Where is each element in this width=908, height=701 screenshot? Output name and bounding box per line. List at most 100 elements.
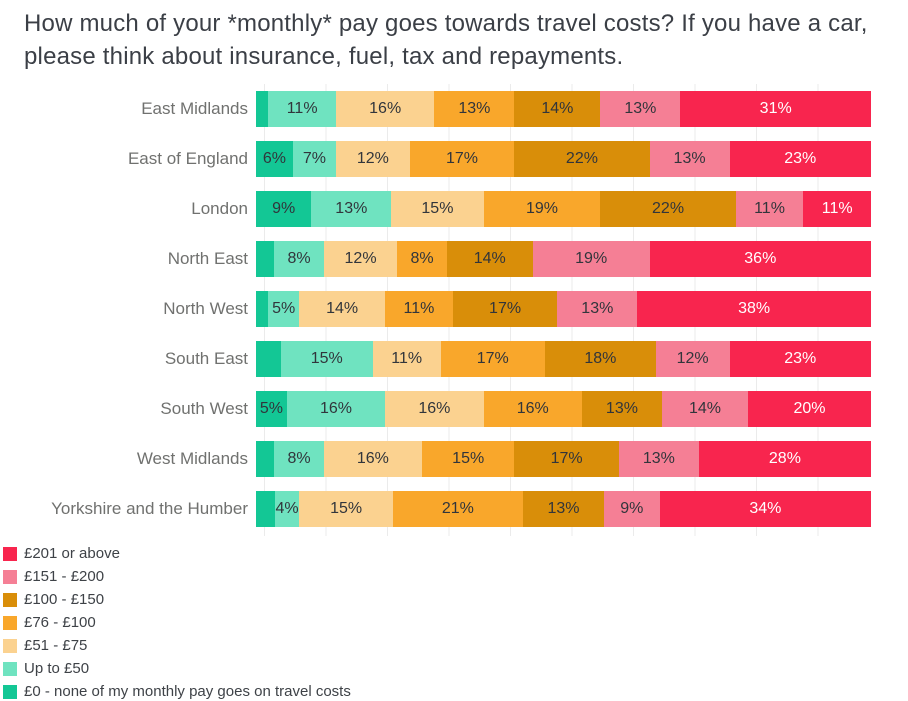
bar-segment[interactable]: 5% xyxy=(256,390,287,427)
bar-segment[interactable]: 11% xyxy=(735,190,804,227)
bar-segment[interactable]: 11% xyxy=(372,340,441,377)
bar-segment[interactable]: 13% xyxy=(618,440,699,477)
legend-item[interactable]: £76 - £100 xyxy=(3,612,908,634)
bar-segment[interactable]: 13% xyxy=(557,290,638,327)
bar-segment[interactable]: 13% xyxy=(311,190,392,227)
row-bars: 8% 12% 8% 14% 19% 36% xyxy=(256,240,871,277)
legend-item[interactable]: £100 - £150 xyxy=(3,589,908,611)
bar-segment[interactable]: 16% xyxy=(323,440,423,477)
bar-segment[interactable]: 8% xyxy=(274,440,324,477)
chart-legend: £201 or above £151 - £200 £100 - £150 £76 -… xyxy=(3,543,908,701)
bar-segment[interactable]: 17% xyxy=(409,140,515,177)
bar-segment[interactable]: 16% xyxy=(483,390,582,427)
bar-segment[interactable]: 9% xyxy=(603,490,660,527)
bar-segment[interactable]: 19% xyxy=(483,190,601,227)
legend-swatch xyxy=(3,684,17,699)
bar-segment[interactable]: 17% xyxy=(514,440,619,477)
bar-segment[interactable]: 11% xyxy=(268,90,336,127)
bar-segment[interactable]: 11% xyxy=(803,190,871,227)
bar-segment[interactable]: 13% xyxy=(434,90,515,127)
bar-segment[interactable]: 11% xyxy=(385,290,453,327)
chart-title: How much of your *monthly* pay goes towa… xyxy=(24,10,868,70)
row-bars: 6% 7% 12% 17% 22% 13% 23% xyxy=(256,140,871,177)
bar-segment[interactable]: 9% xyxy=(256,190,312,227)
bar-segment[interactable]: 14% xyxy=(299,290,386,327)
bar-segment[interactable]: 13% xyxy=(600,90,681,127)
bar-segment[interactable]: 7% xyxy=(292,140,336,177)
bar-segment[interactable]: 8% xyxy=(397,240,447,277)
chart-row: South East 15% 11% 17% 18% 12% 23% xyxy=(0,340,908,377)
bar-segment[interactable] xyxy=(256,490,275,527)
chart-row: North East 8% 12% 8% 14% 19% 36% xyxy=(0,240,908,277)
bar-segment[interactable]: 31% xyxy=(680,90,872,127)
bar-segment[interactable]: 17% xyxy=(452,290,558,327)
row-label: Yorkshire and the Humber xyxy=(51,498,248,518)
bar-segment[interactable]: 15% xyxy=(280,340,373,377)
bar-segment[interactable]: 36% xyxy=(649,240,871,277)
bar-segment[interactable]: 4% xyxy=(274,490,300,527)
bar-segment[interactable]: 21% xyxy=(392,490,524,527)
row-label: North West xyxy=(163,298,248,318)
legend-item[interactable]: £201 or above xyxy=(3,543,908,565)
bar-segment[interactable] xyxy=(256,440,275,477)
bar-segment[interactable] xyxy=(256,340,281,377)
bar-segment[interactable]: 13% xyxy=(581,390,662,427)
bar-segment[interactable]: 20% xyxy=(748,390,872,427)
legend-item[interactable]: Up to £50 xyxy=(3,658,908,680)
chart-row: London 9% 13% 15% 19% 22% 11% 11% xyxy=(0,190,908,227)
bar-segment[interactable]: 14% xyxy=(446,240,533,277)
bar-segment[interactable]: 5% xyxy=(268,290,300,327)
bar-segment[interactable]: 28% xyxy=(698,440,872,477)
legend-item[interactable]: £0 - none of my monthly pay goes on trav… xyxy=(3,681,908,701)
chart-row: North West 5% 14% 11% 17% 13% 38% xyxy=(0,290,908,327)
chart-row: West Midlands 8% 16% 15% 17% 13% 28% xyxy=(0,440,908,477)
row-bars: 11% 16% 13% 14% 13% 31% xyxy=(256,90,872,127)
row-label: South West xyxy=(160,398,248,418)
row-label: North East xyxy=(167,248,248,268)
bar-segment[interactable]: 16% xyxy=(385,390,484,427)
row-label: London xyxy=(191,198,248,218)
bar-segment[interactable] xyxy=(256,290,269,327)
legend-item[interactable]: £51 - £75 xyxy=(3,635,908,657)
bar-segment[interactable]: 16% xyxy=(286,390,386,427)
bar-segment[interactable]: 19% xyxy=(532,240,650,277)
bar-segment[interactable]: 12% xyxy=(335,140,410,177)
bar-segment[interactable]: 23% xyxy=(729,340,871,377)
bar-segment[interactable]: 38% xyxy=(637,290,871,327)
bar-segment[interactable]: 34% xyxy=(659,490,871,527)
bar-segment[interactable]: 13% xyxy=(523,490,604,527)
bar-segment[interactable]: 16% xyxy=(335,90,435,127)
bar-segment[interactable]: 18% xyxy=(545,340,656,377)
bar-segment[interactable] xyxy=(256,90,269,127)
legend-label: £76 - £100 xyxy=(24,614,96,632)
row-label: East of England xyxy=(127,148,248,168)
row-bars: 15% 11% 17% 18% 12% 23% xyxy=(256,340,871,377)
chart-row: East of England 6% 7% 12% 17% 22% 13% 23% xyxy=(0,140,908,177)
bar-segment[interactable]: 17% xyxy=(440,340,546,377)
row-bars: 4% 15% 21% 13% 9% 34% xyxy=(256,490,871,527)
chart-rows: East Midlands 11% 16% 13% 14% 13% 31% East of E… xyxy=(0,90,908,527)
legend-item[interactable]: £151 - £200 xyxy=(3,566,908,588)
bar-segment[interactable]: 14% xyxy=(514,90,601,127)
bar-segment[interactable]: 22% xyxy=(514,140,650,177)
bar-segment[interactable]: 15% xyxy=(391,190,484,227)
legend-swatch xyxy=(3,569,17,584)
bar-segment[interactable]: 14% xyxy=(661,390,749,427)
bar-segment[interactable]: 8% xyxy=(274,240,324,277)
bar-segment[interactable]: 15% xyxy=(299,490,393,527)
bar-segment[interactable]: 15% xyxy=(422,440,515,477)
row-bars: 5% 14% 11% 17% 13% 38% xyxy=(256,290,871,327)
row-bars: 5% 16% 16% 16% 13% 14% 20% xyxy=(256,390,872,427)
bar-segment[interactable]: 23% xyxy=(729,140,871,177)
legend-swatch xyxy=(3,546,17,561)
bar-segment[interactable] xyxy=(256,240,275,277)
chart-row: East Midlands 11% 16% 13% 14% 13% 31% xyxy=(0,90,908,127)
bar-segment[interactable]: 6% xyxy=(256,140,293,177)
bar-segment[interactable]: 12% xyxy=(655,340,730,377)
row-bars: 8% 16% 15% 17% 13% 28% xyxy=(256,440,872,477)
bar-segment[interactable]: 22% xyxy=(600,190,736,227)
legend-label: £151 - £200 xyxy=(24,568,105,586)
bar-segment[interactable]: 13% xyxy=(649,140,730,177)
bar-segment[interactable]: 12% xyxy=(323,240,398,277)
